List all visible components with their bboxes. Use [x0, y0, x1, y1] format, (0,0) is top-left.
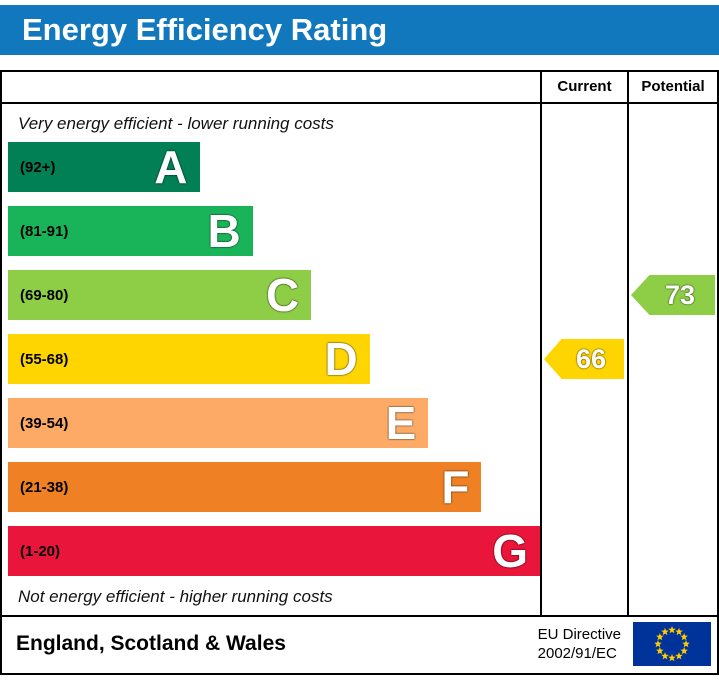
band-letter: B	[207, 205, 241, 257]
band-row: (1-20) G	[8, 526, 540, 576]
footer: England, Scotland & Wales EU Directive 2…	[2, 617, 717, 671]
band-bar: (1-20) G	[8, 526, 540, 576]
band-letter: C	[266, 269, 300, 321]
band-row: (92+) A	[8, 142, 540, 192]
bottom-note: Not energy efficient - higher running co…	[18, 587, 333, 606]
band-range-label: (81-91)	[20, 222, 69, 240]
band-bar: (39-54) E	[8, 397, 429, 449]
top-note: Very energy efficient - lower running co…	[18, 114, 334, 133]
band-range-label: (1-20)	[20, 542, 61, 560]
band-range-label: (55-68)	[20, 350, 69, 368]
band-bar: (55-68) D	[8, 334, 370, 384]
band-range-label: (21-38)	[20, 478, 69, 496]
bands-container: (92+) A (81-91) B (69-80) C	[8, 142, 540, 590]
potential-rating-arrow: 73	[631, 275, 715, 315]
column-header-current: Current	[557, 78, 612, 95]
region-label: England, Scotland & Wales	[16, 632, 286, 655]
band-range-label: (69-80)	[20, 286, 69, 304]
header-row-divider	[2, 102, 717, 104]
band-range-label: (92+)	[20, 158, 56, 176]
band-bar: (21-38) F	[8, 461, 482, 513]
eu-directive-line1: EU Directive	[537, 626, 621, 643]
epc-chart: Current Potential Very energy efficient …	[2, 72, 717, 617]
band-row: (69-80) C	[8, 270, 540, 320]
eu-directive-label: EU Directive 2002/91/EC	[538, 625, 621, 663]
band-letter: F	[441, 461, 470, 513]
potential-column-divider	[627, 72, 629, 615]
band-bar: (81-91) B	[8, 206, 253, 256]
band-letter: A	[154, 141, 188, 193]
rating-bands-area: Very energy efficient - lower running co…	[2, 104, 540, 617]
band-row: (21-38) F	[8, 462, 540, 512]
column-header-potential: Potential	[641, 78, 705, 95]
eu-directive-line2: 2002/91/EC	[537, 645, 617, 662]
band-bar: (92+) A	[8, 142, 200, 192]
current-column-divider	[540, 72, 542, 615]
band-row: (39-54) E	[8, 398, 540, 448]
eu-flag-icon	[633, 622, 711, 666]
band-range-label: (39-54)	[20, 414, 69, 432]
band-letter: E	[385, 397, 417, 449]
epc-rating-panel: Current Potential Very energy efficient …	[0, 70, 719, 675]
band-row: (81-91) B	[8, 206, 540, 256]
current-rating-arrow: 66	[544, 339, 624, 379]
current-rating-value: 66	[575, 343, 607, 374]
band-letter: D	[324, 333, 358, 385]
band-letter: G	[492, 525, 528, 577]
page-title: Energy Efficiency Rating	[0, 5, 719, 55]
band-bar: (69-80) C	[8, 269, 312, 321]
band-row: (55-68) D	[8, 334, 540, 384]
potential-rating-value: 73	[664, 279, 696, 310]
